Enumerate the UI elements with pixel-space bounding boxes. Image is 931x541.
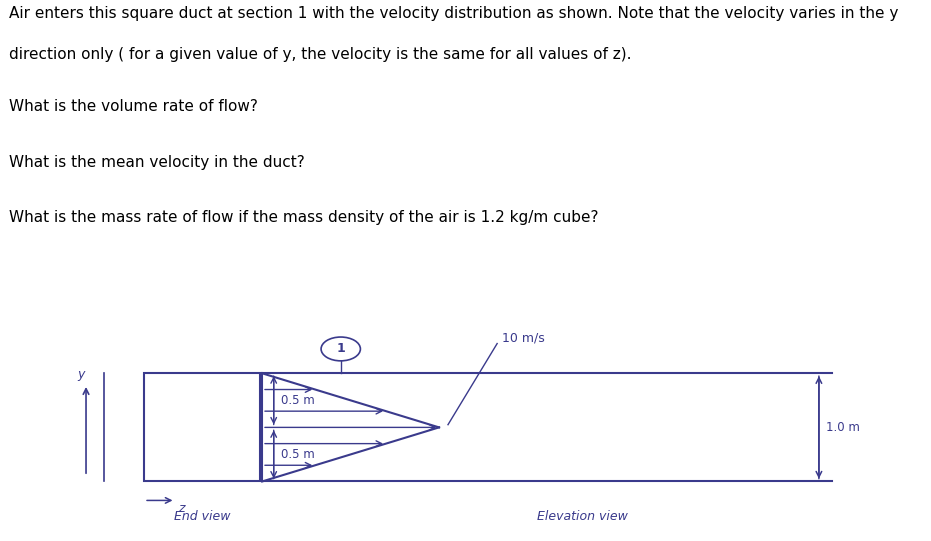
Text: 10 m/s: 10 m/s [502, 332, 545, 345]
Text: z: z [178, 502, 184, 515]
Bar [144, 373, 261, 481]
Text: Elevation view: Elevation view [536, 510, 627, 523]
Text: 1: 1 [336, 342, 345, 355]
Text: Air enters this square duct at section 1 with the velocity distribution as shown: Air enters this square duct at section 1… [9, 6, 898, 21]
Text: 0.5 m: 0.5 m [281, 394, 315, 407]
Text: What is the mass rate of flow if the mass density of the air is 1.2 kg/m cube?: What is the mass rate of flow if the mas… [9, 210, 599, 226]
Text: direction only ( for a given value of y, the velocity is the same for all values: direction only ( for a given value of y,… [9, 47, 632, 62]
Text: 0.5 m: 0.5 m [281, 448, 315, 461]
Text: End view: End view [174, 510, 231, 523]
Text: What is the mean velocity in the duct?: What is the mean velocity in the duct? [9, 155, 305, 170]
Text: y: y [77, 368, 85, 381]
Text: 1.0 m: 1.0 m [826, 421, 860, 434]
Text: What is the volume rate of flow?: What is the volume rate of flow? [9, 100, 258, 114]
